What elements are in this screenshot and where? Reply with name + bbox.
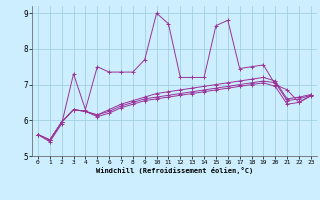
- X-axis label: Windchill (Refroidissement éolien,°C): Windchill (Refroidissement éolien,°C): [96, 167, 253, 174]
